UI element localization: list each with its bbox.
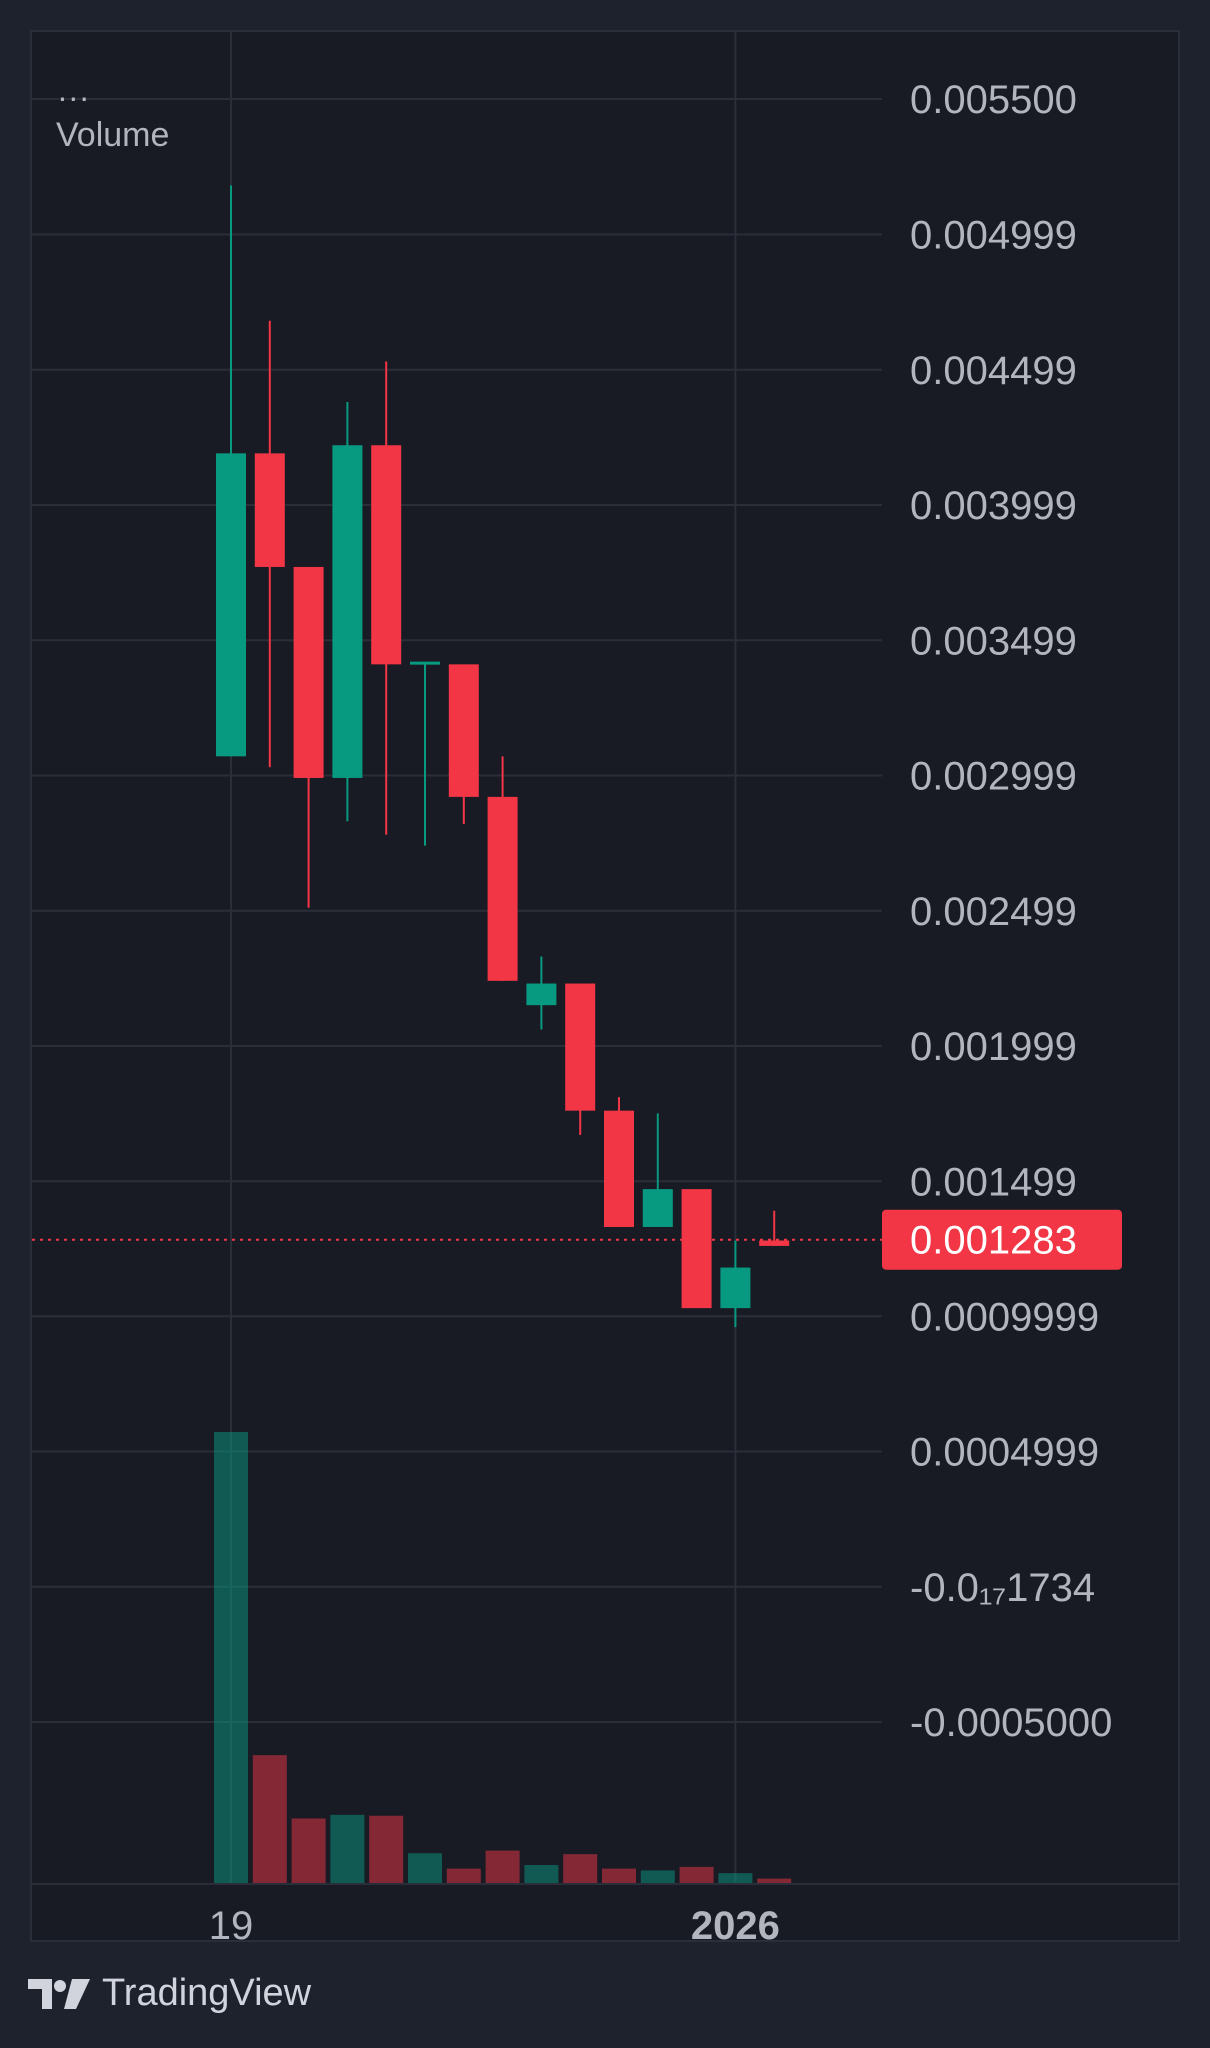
legend-menu-button[interactable]: ...	[58, 72, 91, 108]
volume-bar	[291, 1818, 326, 1884]
volume-bar	[369, 1815, 404, 1884]
time-tick-label: 2026	[691, 1904, 780, 1942]
price-tick-label: 0.005500	[910, 78, 1077, 122]
volume-bar	[718, 1873, 753, 1884]
candle	[254, 320, 285, 768]
candle	[332, 401, 363, 822]
candle-body	[681, 1189, 712, 1309]
last-price-label: 0.001283	[910, 1219, 1077, 1263]
tradingview-logo-icon	[28, 1978, 90, 2009]
candle-body	[371, 445, 402, 665]
candle	[604, 1097, 634, 1227]
volume-bar	[214, 1432, 248, 1884]
brand-name: TradingView	[102, 1972, 312, 2014]
price-tick-label: -0.0005000	[910, 1701, 1112, 1745]
grid-layer	[32, 32, 882, 1884]
candle-body	[448, 664, 479, 797]
price-axis[interactable]: 0.005500 0.004999 0.004499 0.003999 0.003499…	[910, 78, 1112, 1745]
candle-body	[720, 1267, 751, 1309]
candle-body	[254, 453, 285, 567]
candle	[526, 956, 557, 1030]
volume-bar	[757, 1878, 792, 1884]
volume-bar	[640, 1870, 675, 1884]
candle	[720, 1240, 751, 1328]
candle	[216, 185, 246, 757]
price-tick-label: 0.001999	[910, 1025, 1077, 1069]
candle	[371, 361, 402, 835]
candle-body	[216, 453, 246, 757]
candle	[410, 661, 440, 846]
last-price-badge: 0.001283	[882, 1209, 1122, 1270]
candle	[681, 1189, 712, 1309]
candle	[293, 566, 324, 908]
volume-bar	[446, 1868, 481, 1884]
price-tick-label: 0.0009999	[910, 1295, 1099, 1339]
candle-body	[410, 661, 440, 665]
candle-body	[293, 566, 324, 778]
candle-body	[642, 1189, 673, 1227]
volume-layer	[214, 1432, 792, 1884]
footer-brand[interactable]: TradingView	[28, 1972, 311, 2015]
price-tick-label: 0.003499	[910, 619, 1077, 663]
volume-bar	[252, 1755, 287, 1884]
price-tick-label: 0.004499	[910, 349, 1077, 393]
candle	[759, 1210, 790, 1246]
price-chart[interactable]: 0.005500 0.004999 0.004499 0.003999 0.003499…	[32, 32, 1180, 1942]
chart-panel[interactable]: 0.005500 0.004999 0.004499 0.003999 0.003499…	[30, 30, 1180, 1942]
time-axis[interactable]: 19 2026	[209, 1904, 780, 1942]
volume-bar	[679, 1866, 714, 1884]
candle	[565, 983, 596, 1136]
candle-body	[565, 983, 596, 1111]
last-price-badge-bg	[882, 1209, 1122, 1270]
candle	[642, 1113, 673, 1227]
volume-bar	[563, 1854, 598, 1884]
volume-bar	[485, 1850, 520, 1884]
volume-bar	[524, 1865, 559, 1884]
time-tick-label: 19	[209, 1904, 254, 1942]
price-tick-label: 0.002499	[910, 890, 1077, 934]
price-tick-label: 0.004999	[910, 214, 1077, 258]
price-tick-label: -0.0₁₇1734	[910, 1566, 1095, 1610]
candle	[448, 664, 479, 824]
volume-bar	[408, 1853, 442, 1884]
price-tick-label: 0.002999	[910, 755, 1077, 799]
volume-bar	[330, 1814, 365, 1884]
candle-body	[759, 1240, 790, 1246]
price-tick-label: 0.001499	[910, 1160, 1077, 1204]
legend-volume-label[interactable]: Volume	[56, 116, 170, 154]
volume-bar	[602, 1868, 636, 1884]
candle	[487, 756, 518, 981]
candle-layer	[216, 185, 790, 1328]
price-tick-label: 0.003999	[910, 484, 1077, 528]
candle-body	[332, 445, 363, 778]
price-tick-label: 0.0004999	[910, 1431, 1099, 1475]
candle-body	[487, 796, 518, 981]
candle-body	[604, 1110, 634, 1227]
candle-body	[526, 983, 557, 1006]
